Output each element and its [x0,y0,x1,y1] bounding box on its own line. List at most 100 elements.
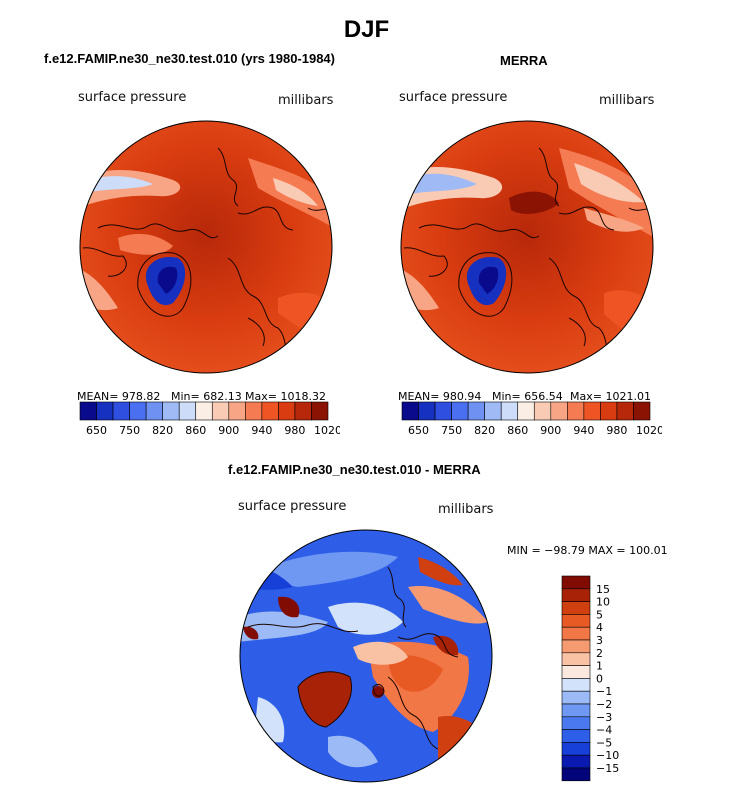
merra-min-stat: Min= 656.54 [492,390,563,403]
merra-colorbar: 650 750 820 860 900 940 980 1020 [401,401,662,437]
colorbar-swatch [567,401,585,421]
model-units-label: millibars [278,93,334,108]
colorbar-swatch [561,716,591,730]
colorbar-swatch [484,401,502,421]
colorbar-tick-label: 0 [596,672,603,685]
colorbar-tick-label: 860 [507,424,528,437]
colorbar-swatch [129,401,147,421]
colorbar-swatch [561,575,591,590]
colorbar-swatch [561,639,591,654]
colorbar-tick-label: −5 [596,736,612,749]
colorbar-swatch [561,678,591,692]
merra-mean-stat: MEAN= 980.94 [398,390,482,403]
colorbar-swatch [561,652,591,666]
colorbar-tick-label: 860 [185,424,206,437]
model-polar-map [79,120,333,374]
colorbar-swatch [561,665,591,679]
merra-max-stat: Max= 1021.01 [570,390,651,403]
colorbar-tick-label: 750 [119,424,140,437]
colorbar-tick-label: −3 [596,711,612,724]
colorbar-tick-label: −15 [596,762,619,775]
model-mean-stat: MEAN= 978.82 [77,390,161,403]
colorbar-tick-label: 940 [573,424,594,437]
colorbar-tick-label: −1 [596,685,612,698]
colorbar-tick-label: 2 [596,647,603,660]
colorbar-swatch [112,401,130,421]
colorbar-swatch [561,626,591,641]
colorbar-swatch [278,401,296,421]
colorbar-tick-label: 650 [86,424,107,437]
colorbar-tick-label: 980 [284,424,305,437]
colorbar-tick-label: 820 [474,424,495,437]
colorbar-tick-label: 750 [441,424,462,437]
colorbar-tick-label: 4 [596,621,603,634]
colorbar-tick-label: 940 [251,424,272,437]
colorbar-tick-label: 980 [606,424,627,437]
merra-units-label: millibars [599,93,655,108]
model-colorbar: 650 750 820 860 900 940 980 1020 [79,401,340,437]
colorbar-swatch [561,767,591,782]
colorbar-swatch [600,401,618,421]
colorbar-swatch [418,401,436,421]
merra-polar-map [400,120,654,374]
model-min-stat: Min= 682.13 [171,390,242,403]
colorbar-swatch [561,614,591,628]
colorbar-tick-label: 900 [540,424,561,437]
colorbar-swatch [467,401,485,421]
colorbar-swatch [162,401,180,421]
colorbar-swatch [434,401,452,421]
colorbar-tick-label: −4 [596,724,612,737]
merra-panel-title: MERRA [500,53,548,68]
colorbar-tick-label: −2 [596,698,612,711]
colorbar-swatch [500,401,519,421]
model-max-stat: Max= 1018.32 [245,390,326,403]
colorbar-tick-label: 650 [408,424,429,437]
colorbar-swatch [633,401,651,421]
colorbar-swatch [96,401,114,421]
colorbar-swatch [294,401,312,421]
colorbar-tick-label: 1020 [636,424,662,437]
merra-variable-label: surface pressure [399,90,508,105]
colorbar-tick-label: 1020 [314,424,340,437]
colorbar-swatch [195,401,213,421]
colorbar-swatch [401,401,419,421]
colorbar-swatch [561,754,591,769]
colorbar-swatch [550,401,568,421]
difference-panel-title: f.e12.FAMIP.ne30_ne30.test.010 - MERRA [228,462,481,477]
colorbar-swatch [145,401,163,421]
colorbar-swatch [261,401,279,421]
colorbar-swatch [561,588,591,602]
model-variable-label: surface pressure [78,90,187,105]
model-panel-title: f.e12.FAMIP.ne30_ne30.test.010 (yrs 1980… [44,51,335,66]
colorbar-swatch [583,401,601,421]
colorbar-swatch [561,703,591,718]
colorbar-tick-label: 900 [218,424,239,437]
difference-range-label: MIN = −98.79 MAX = 100.01 [507,544,668,557]
colorbar-swatch [561,742,591,756]
colorbar-swatch [561,729,591,743]
colorbar-swatch [616,401,634,421]
colorbar-tick-label: 15 [596,583,610,596]
colorbar-tick-label: −10 [596,749,619,762]
colorbar-tick-label: 1 [596,660,603,673]
colorbar-swatch [533,401,552,421]
colorbar-swatch [228,401,246,421]
colorbar-swatch [517,401,535,421]
colorbar-swatch [245,401,263,421]
colorbar-tick-label: 5 [596,608,603,621]
colorbar-tick-label: 3 [596,634,603,647]
difference-variable-label: surface pressure [238,499,347,514]
colorbar-swatch [79,401,97,421]
colorbar-swatch [178,401,197,421]
colorbar-tick-label: 10 [596,596,610,609]
colorbar-swatch [311,401,329,421]
difference-units-label: millibars [438,502,494,517]
colorbar-swatch [211,401,230,421]
colorbar-tick-label: 820 [152,424,173,437]
figure-title: DJF [343,16,390,43]
colorbar-swatch [561,601,591,615]
colorbar-swatch [451,401,469,421]
difference-polar-map [239,529,493,783]
colorbar-swatch [561,690,591,705]
